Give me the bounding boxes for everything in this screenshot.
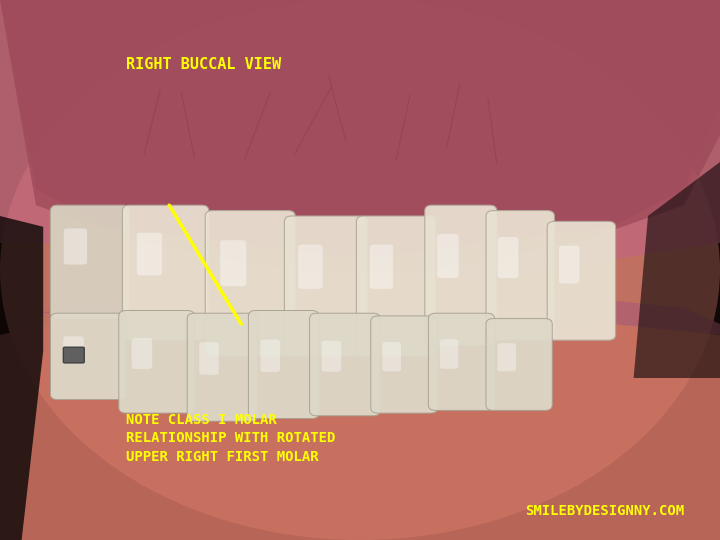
FancyBboxPatch shape xyxy=(63,228,87,265)
FancyBboxPatch shape xyxy=(132,338,152,369)
FancyBboxPatch shape xyxy=(440,339,459,369)
FancyBboxPatch shape xyxy=(63,347,84,363)
FancyBboxPatch shape xyxy=(425,205,497,346)
FancyBboxPatch shape xyxy=(119,310,194,413)
FancyBboxPatch shape xyxy=(498,237,518,278)
FancyBboxPatch shape xyxy=(284,216,367,356)
Polygon shape xyxy=(634,162,720,378)
FancyBboxPatch shape xyxy=(370,245,393,289)
Polygon shape xyxy=(0,216,43,540)
Text: NOTE CLASS I MOLAR
RELATIONSHIP WITH ROTATED
UPPER RIGHT FIRST MOLAR: NOTE CLASS I MOLAR RELATIONSHIP WITH ROT… xyxy=(126,413,336,464)
Polygon shape xyxy=(0,0,720,281)
FancyBboxPatch shape xyxy=(371,316,438,413)
FancyBboxPatch shape xyxy=(137,233,162,275)
FancyBboxPatch shape xyxy=(63,336,84,363)
FancyBboxPatch shape xyxy=(486,211,554,340)
FancyBboxPatch shape xyxy=(437,234,459,278)
FancyBboxPatch shape xyxy=(248,310,319,419)
FancyBboxPatch shape xyxy=(50,205,130,319)
FancyBboxPatch shape xyxy=(298,245,323,289)
FancyBboxPatch shape xyxy=(547,221,616,340)
FancyBboxPatch shape xyxy=(486,319,552,410)
FancyBboxPatch shape xyxy=(220,240,246,286)
Text: RIGHT BUCCAL VIEW: RIGHT BUCCAL VIEW xyxy=(126,57,281,72)
FancyBboxPatch shape xyxy=(50,313,126,400)
FancyBboxPatch shape xyxy=(428,313,495,410)
Polygon shape xyxy=(0,313,720,540)
FancyBboxPatch shape xyxy=(559,246,580,284)
Polygon shape xyxy=(0,0,720,270)
Text: SMILEBYDESIGNNY.COM: SMILEBYDESIGNNY.COM xyxy=(525,504,684,518)
FancyBboxPatch shape xyxy=(310,313,380,416)
FancyBboxPatch shape xyxy=(382,342,401,372)
FancyBboxPatch shape xyxy=(322,341,341,372)
Polygon shape xyxy=(0,0,720,259)
FancyBboxPatch shape xyxy=(187,313,258,421)
FancyBboxPatch shape xyxy=(498,343,516,372)
FancyBboxPatch shape xyxy=(122,205,209,340)
FancyBboxPatch shape xyxy=(356,216,436,356)
FancyBboxPatch shape xyxy=(205,211,295,356)
FancyBboxPatch shape xyxy=(261,340,280,372)
Polygon shape xyxy=(36,297,720,335)
FancyBboxPatch shape xyxy=(199,342,219,375)
